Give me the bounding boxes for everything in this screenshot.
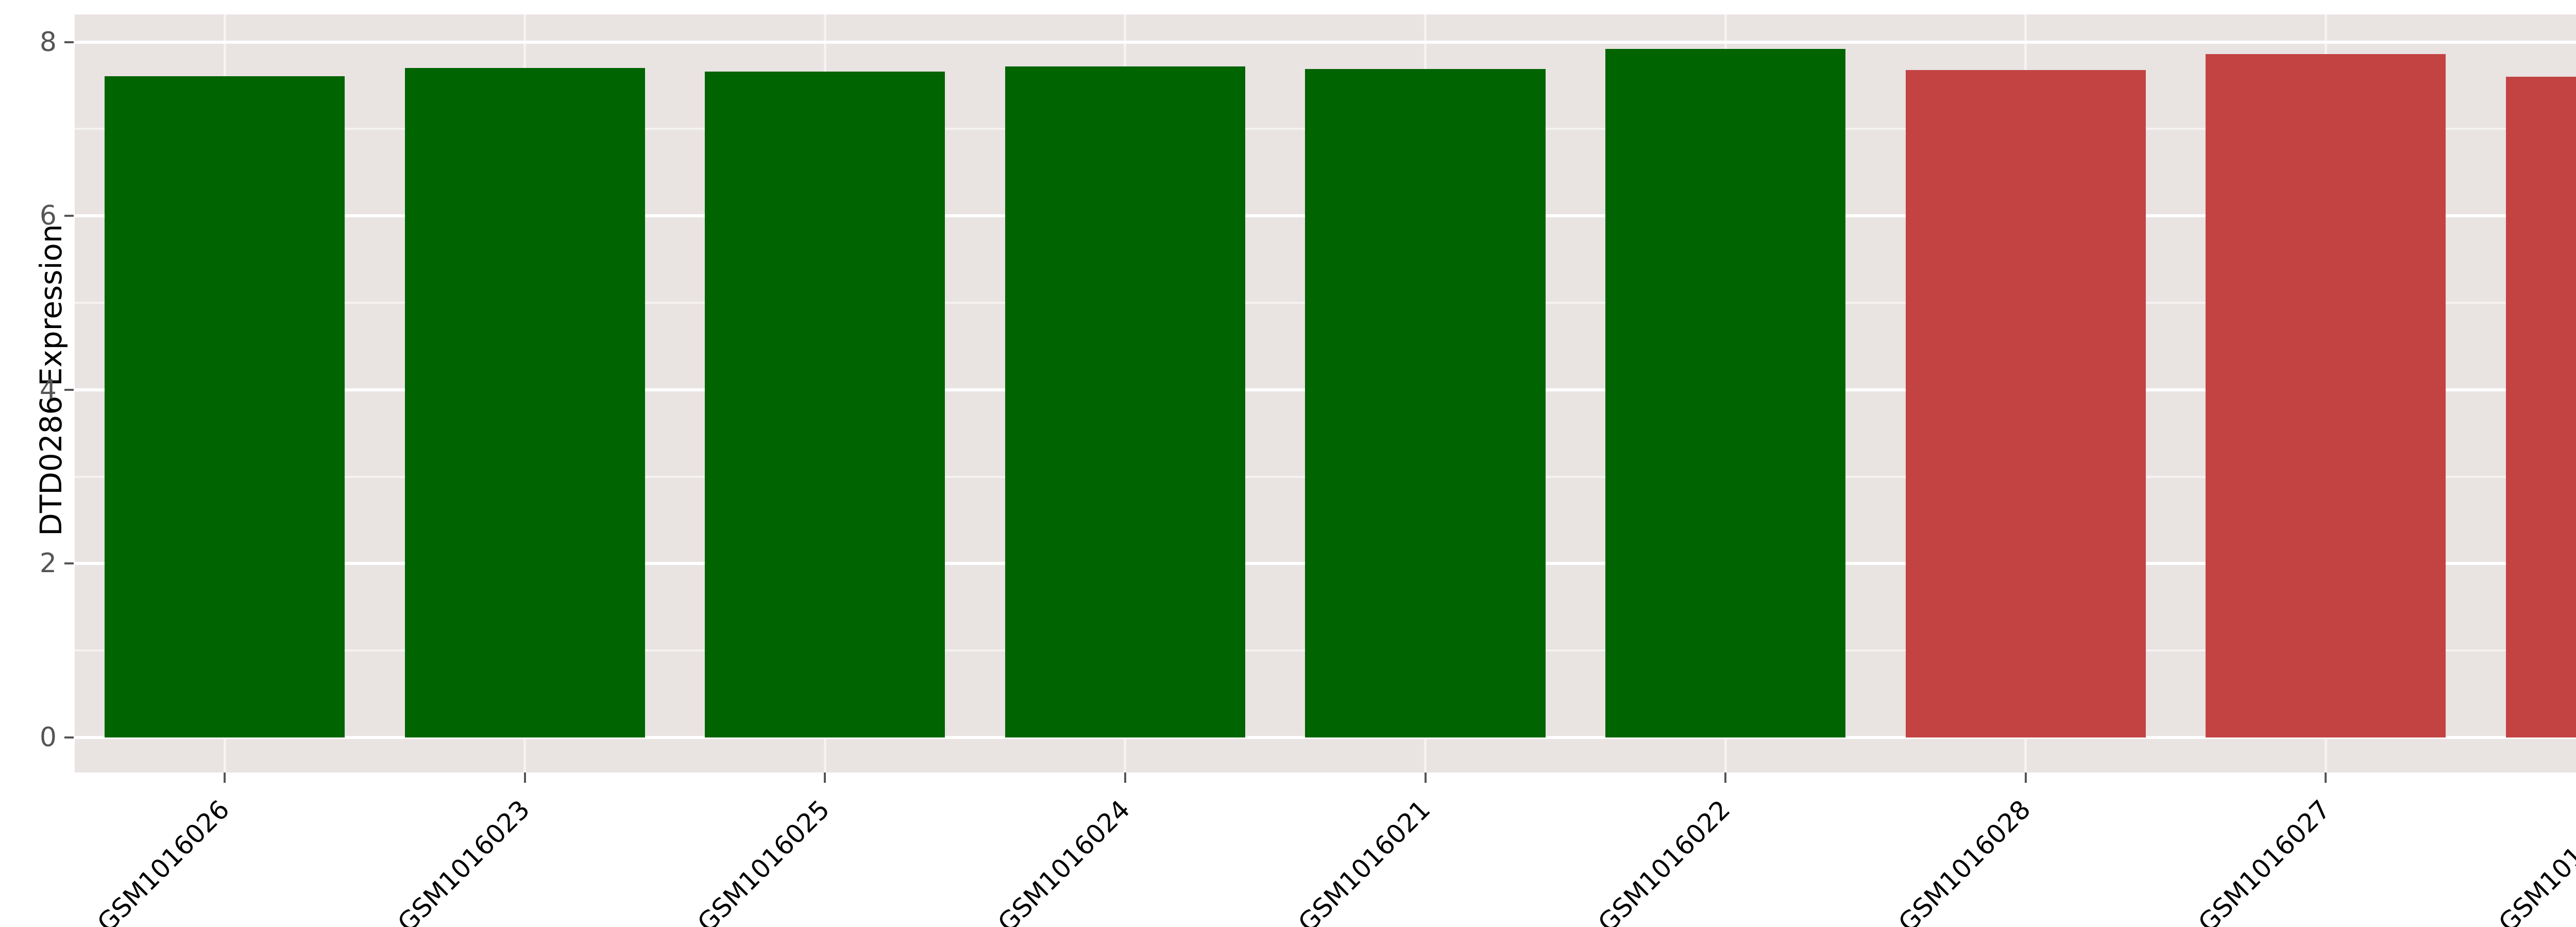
- bar[interactable]: [2505, 77, 2576, 737]
- x-tick-label: GSM1016021: [1292, 794, 1436, 927]
- x-tick-mark: [824, 772, 826, 783]
- y-tick-mark: [64, 736, 74, 739]
- bar[interactable]: [1905, 70, 2146, 737]
- bar[interactable]: [105, 76, 345, 737]
- plot-area: [75, 14, 2576, 772]
- x-tick-label: GSM1016022: [1592, 794, 1736, 927]
- x-tick-mark: [2024, 772, 2027, 783]
- x-tick-mark: [523, 772, 526, 783]
- x-tick-mark: [1724, 772, 1727, 783]
- y-tick-label: 2: [39, 548, 57, 579]
- bar[interactable]: [404, 68, 645, 737]
- bar[interactable]: [705, 72, 945, 737]
- y-tick-mark: [64, 41, 74, 43]
- y-tick-mark: [64, 388, 74, 391]
- bar[interactable]: [2206, 54, 2446, 737]
- y-tick-mark: [64, 562, 74, 565]
- y-tick-label: 0: [39, 722, 57, 753]
- x-tick-mark: [1124, 772, 1126, 783]
- y-tick-label: 8: [39, 26, 57, 58]
- y-tick-label: 6: [39, 200, 57, 232]
- x-tick-label: GSM1016026: [91, 794, 235, 927]
- x-tick-label: GSM1016024: [992, 794, 1136, 927]
- bar[interactable]: [1605, 49, 1846, 737]
- x-tick-label: GSM1016029: [2493, 794, 2576, 927]
- x-tick-mark: [224, 772, 226, 783]
- x-tick-label: GSM1016027: [2192, 794, 2336, 927]
- gridline-major: [75, 736, 2576, 739]
- x-tick-label: GSM1016023: [392, 794, 536, 927]
- gridline-major: [75, 40, 2576, 44]
- x-tick-label: GSM1016028: [1892, 794, 2037, 927]
- bar[interactable]: [1005, 66, 1245, 737]
- y-tick-mark: [64, 215, 74, 217]
- x-tick-label: GSM1016025: [692, 794, 836, 927]
- y-tick-label: 4: [39, 374, 57, 405]
- x-tick-mark: [1424, 772, 1427, 783]
- x-tick-mark: [2325, 772, 2327, 783]
- bar[interactable]: [1305, 69, 1546, 737]
